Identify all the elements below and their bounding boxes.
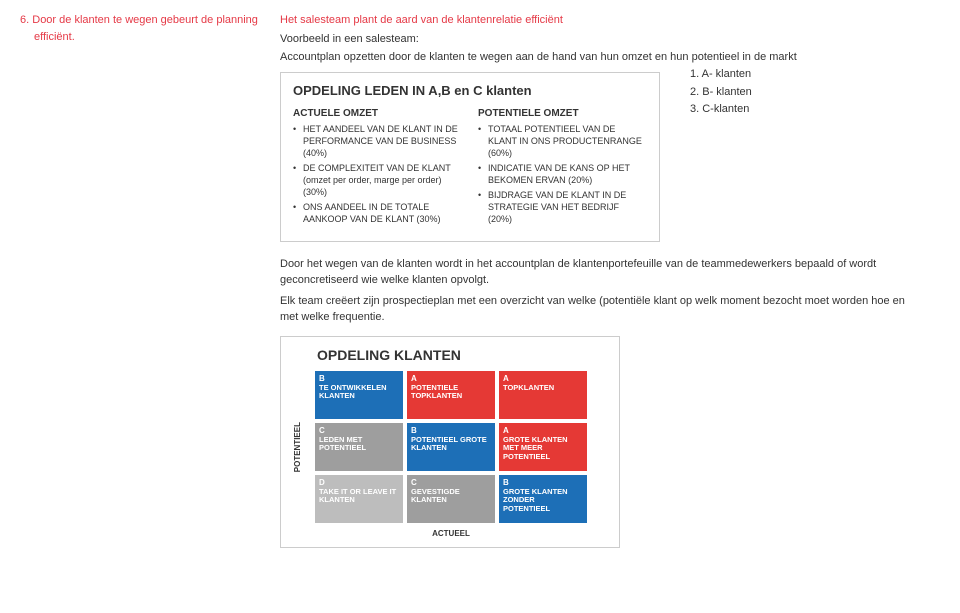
chart1-col-potential: POTENTIELE OMZET TOTAAL POTENTIEEL VAN D…	[478, 108, 643, 229]
right-column: Het salesteam plant de aard van de klant…	[280, 12, 920, 548]
col2-bullet: INDICATIE VAN DE KANS OP HET BEKOMEN ERV…	[478, 162, 643, 186]
page: 6. Door de klanten te wegen gebeurt de p…	[0, 0, 960, 560]
left-column: 6. Door de klanten te wegen gebeurt de p…	[20, 12, 280, 548]
list-item-a: 1. A- klanten	[690, 66, 752, 84]
intro-line1: Het salesteam plant de aard van de klant…	[280, 12, 920, 29]
chart1-col-actual: ACTUELE OMZET HET AANDEEL VAN DE KLANT I…	[293, 108, 458, 229]
matrix-cell: CLEDEN MET POTENTIEEL	[315, 423, 403, 471]
x-axis-label: ACTUEEL	[315, 527, 587, 541]
matrix-cell: CGEVESTIGDE KLANTEN	[407, 475, 495, 523]
matrix-cell: BPOTENTIEEL GROTE KLANTEN	[407, 423, 495, 471]
col2-bullet: BIJDRAGE VAN DE KLANT IN DE STRATEGIE VA…	[478, 189, 643, 225]
item-line1: Door de klanten te wegen gebeurt de plan…	[32, 14, 258, 26]
paragraph-1: Door het wegen van de klanten wordt in h…	[280, 256, 920, 289]
col1-bullet: ONS AANDEEL IN DE TOTALE AANKOOP VAN DE …	[293, 201, 458, 225]
matrix-cell: ATOPKLANTEN	[499, 371, 587, 419]
chart2-title: OPDELING KLANTEN	[317, 347, 607, 363]
col1-head: ACTUELE OMZET	[293, 108, 458, 119]
chart1-title: OPDELING LEDEN IN A,B en C klanten	[293, 83, 647, 98]
list-item-c: 3. C-klanten	[690, 101, 752, 119]
item-line2: efficiënt.	[20, 29, 260, 46]
list-item-b: 2. B- klanten	[690, 84, 752, 102]
matrix-cell: BTE ONTWIKKELEN KLANTEN	[315, 371, 403, 419]
chart-matrix: OPDELING KLANTEN POTENTIEEL BTE ONTWIKKE…	[280, 336, 620, 548]
matrix-cell: BGROTE KLANTEN ZONDER POTENTIEEL	[499, 475, 587, 523]
paragraph-2: Elk team creëert zijn prospectieplan met…	[280, 293, 920, 326]
matrix-cell: DTAKE IT OR LEAVE IT KLANTEN	[315, 475, 403, 523]
intro-line3: Accountplan opzetten door de klanten te …	[280, 49, 920, 66]
abc-list: 1. A- klanten 2. B- klanten 3. C-klanten	[690, 66, 752, 119]
matrix-cell: AGROTE KLANTEN MET MEER POTENTIEEL	[499, 423, 587, 471]
col1-bullet: DE COMPLEXITEIT VAN DE KLANT (omzet per …	[293, 162, 458, 198]
y-axis-label: POTENTIEEL	[293, 422, 311, 472]
col1-bullet: HET AANDEEL VAN DE KLANT IN DE PERFORMAN…	[293, 123, 458, 159]
intro-line2: Voorbeeld in een salesteam:	[280, 31, 920, 48]
col2-bullet: TOTAAL POTENTIEEL VAN DE KLANT IN ONS PR…	[478, 123, 643, 159]
col2-head: POTENTIELE OMZET	[478, 108, 643, 119]
matrix-cell: APOTENTIELE TOPKLANTEN	[407, 371, 495, 419]
numbered-item: 6. Door de klanten te wegen gebeurt de p…	[20, 12, 260, 29]
item-number: 6.	[20, 14, 29, 26]
chart-abc-segmentation: OPDELING LEDEN IN A,B en C klanten ACTUE…	[280, 72, 660, 242]
